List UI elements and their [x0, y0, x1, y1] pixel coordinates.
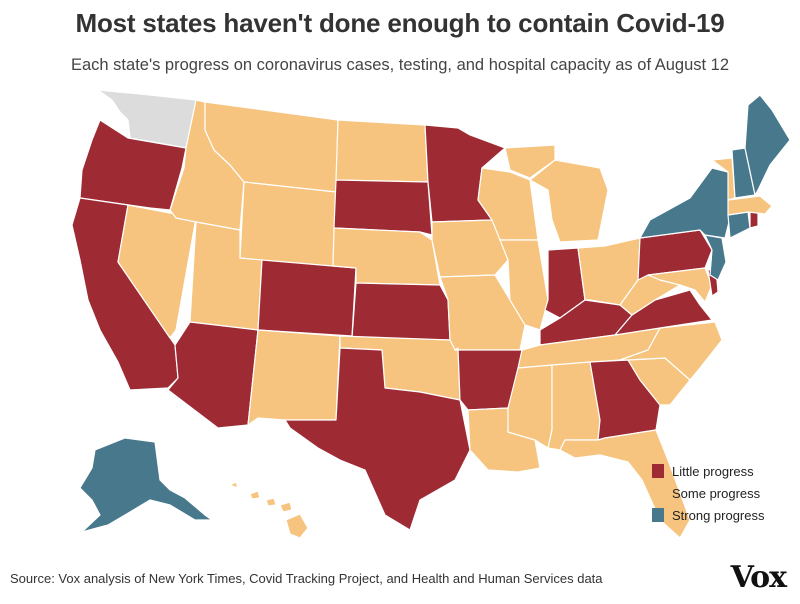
state-CO [257, 259, 357, 337]
legend-item-little: Little progress [652, 460, 787, 482]
source-note: Source: Vox analysis of New York Times, … [10, 571, 603, 586]
state-NY [639, 167, 731, 239]
state-HI [229, 481, 309, 539]
map-legend: Little progress Some progress Strong pro… [652, 460, 787, 526]
state-KS [351, 282, 451, 341]
state-RI [749, 211, 759, 229]
map-title: Most states haven't done enough to conta… [75, 8, 725, 38]
state-CT [727, 211, 751, 239]
state-ND [335, 119, 429, 183]
legend-swatch-strong [652, 508, 664, 522]
legend-item-some: Some progress [652, 482, 787, 504]
map-subtitle: Each state's progress on coronavirus cas… [70, 56, 730, 74]
vox-logo: Vox [730, 560, 787, 595]
legend-label-some: Some progress [672, 485, 761, 501]
legend-swatch-little [652, 464, 664, 478]
state-WY [239, 181, 337, 269]
state-OR [79, 119, 187, 211]
state-NM [247, 329, 341, 426]
legend-label-little: Little progress [672, 463, 754, 479]
state-MD [647, 267, 713, 303]
legend-label-strong: Strong progress [672, 507, 765, 523]
state-TX [284, 347, 471, 531]
legend-swatch-some [652, 486, 664, 500]
legend-item-strong: Strong progress [652, 504, 787, 526]
state-WA [97, 89, 197, 149]
state-SD [333, 179, 433, 236]
state-AK [79, 437, 213, 533]
state-AZ [167, 321, 259, 429]
state-ME [744, 94, 791, 196]
state-MI [504, 144, 609, 243]
state-NC [619, 321, 723, 381]
state-VT [711, 157, 736, 201]
state-MA [727, 195, 773, 216]
state-IL [499, 239, 549, 331]
